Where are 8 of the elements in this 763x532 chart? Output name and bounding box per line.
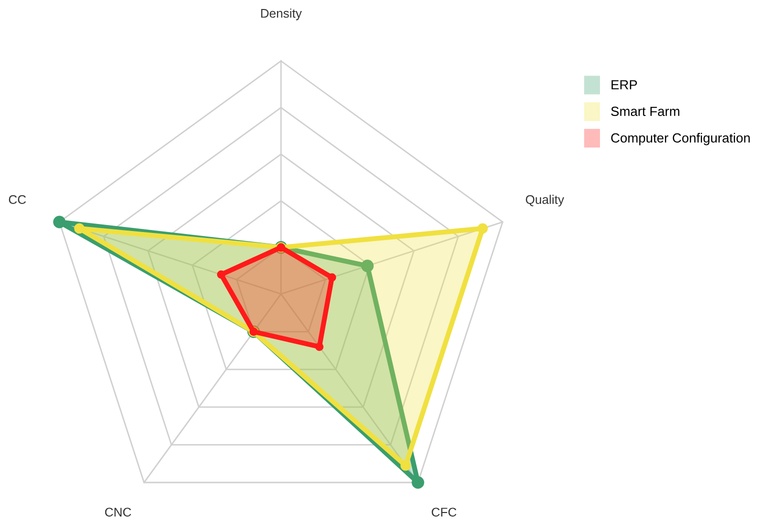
spoke-label: CFC: [432, 508, 456, 517]
spoke-label: CC: [8, 195, 26, 204]
legend-label: Smart Farm: [611, 106, 680, 116]
spoke-label: Density: [261, 8, 302, 20]
spoke-label: Quality: [526, 194, 564, 206]
spoke-label: CNC: [105, 508, 132, 517]
legend-label: ERP: [612, 80, 637, 90]
legend-label: Computer Configuration: [611, 132, 750, 146]
